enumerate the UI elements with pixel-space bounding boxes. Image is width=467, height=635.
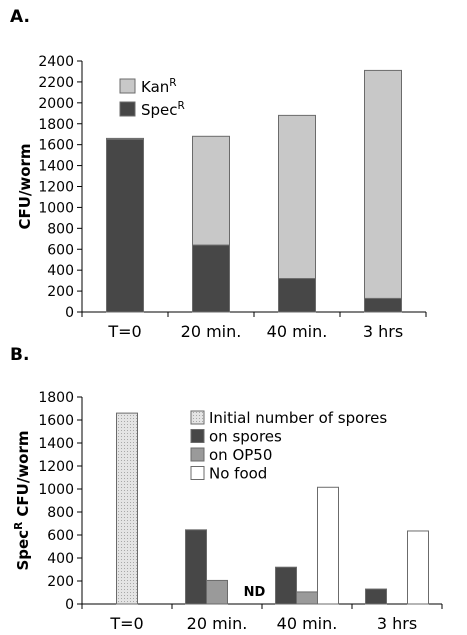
legend-label: Initial number of spores [209,409,387,427]
legend-label: SpecR [141,100,185,119]
x-tick-label: T=0 [107,322,141,341]
y-tick-label: 200 [47,284,74,300]
y-tick-label: 1200 [38,459,74,475]
x-tick-label: 40 min. [267,322,328,341]
bar-segment [364,297,402,313]
y-tick-label: 600 [47,242,74,258]
x-tick-label: 20 min. [181,322,242,341]
y-tick-label: 1000 [38,200,74,216]
nd-annotation: ND [244,585,266,600]
bar [185,529,207,605]
y-tick-label: 2000 [38,96,74,112]
bar [296,591,318,605]
y-tick-label: 1600 [38,413,74,429]
legend-swatch [190,429,205,443]
y-tick-label: 2400 [38,54,74,70]
bar-segment [364,69,402,299]
x-tick-label: T=0 [109,614,143,633]
bar-segment [278,114,316,280]
bar-segment [278,278,316,313]
legend-swatch [190,410,205,425]
y-tick-label: 1400 [38,436,74,452]
y-tick-label: 1600 [38,138,74,154]
x-tick-label: 40 min. [277,614,338,633]
legend-label: KanR [141,77,177,96]
x-tick-label: 3 hrs [363,322,403,341]
bar [365,588,387,605]
y-tick-label: 0 [65,597,74,613]
y-tick-label: 1000 [38,482,74,498]
chart-a: 0 200 400 600 800 1000 1200 1400 1600 1800 2000 220… [16,54,427,341]
x-tick-label: 3 hrs [377,614,417,633]
y-tick-label: 400 [47,263,74,279]
legend-swatch [119,78,136,94]
y-tick-label: 1200 [38,180,74,196]
bar-segment [106,137,144,140]
panel-b-label: B. [10,345,29,365]
y-tick-label: 200 [47,574,74,590]
legend-label: No food [209,465,267,483]
bar [317,486,339,605]
y-tick-label: 400 [47,551,74,567]
y-tick-label: 800 [47,505,74,521]
y-tick-label: 1800 [38,117,74,133]
x-tick-label: 20 min. [187,614,248,633]
bar [407,530,429,605]
legend-label: on OP50 [209,446,272,464]
y-tick-label: 0 [65,305,74,321]
bar [275,566,297,605]
legend-swatch [190,447,205,462]
y-tick-label: 1800 [38,390,74,406]
bar [206,579,228,605]
y-tick-label: 2200 [38,75,74,91]
bar-segment [192,135,230,246]
chart-b: 0 200 400 600 800 1000 1200 1400 1600 1800 T=0 20 m… [13,390,443,633]
bar-segment [106,138,144,313]
bar [116,412,138,605]
y-axis-label: CFU/worm [16,143,34,229]
y-tick-label: 600 [47,528,74,544]
legend-swatch [190,466,205,480]
legend-swatch [119,101,136,117]
legend-label: on spores [209,428,282,446]
y-axis-label: SpecR CFU/worm [13,430,32,570]
panel-a-label: A. [10,7,30,27]
bar-segment [192,244,230,313]
y-tick-label: 1400 [38,159,74,175]
y-tick-label: 800 [47,221,74,237]
